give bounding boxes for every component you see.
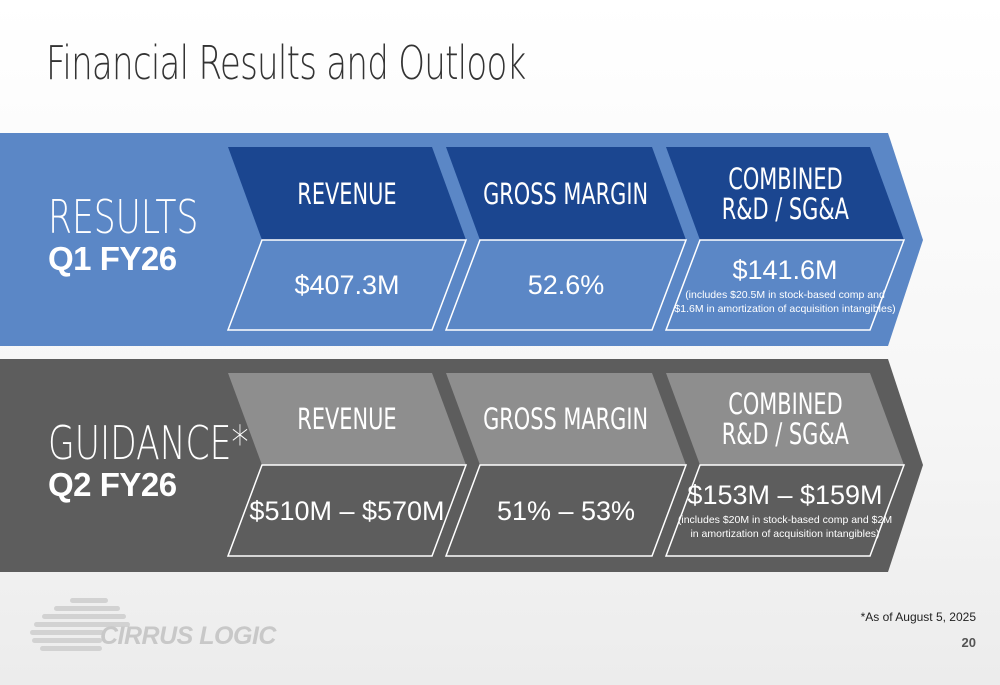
footnote: *As of August 5, 2025 [860,610,976,624]
results-opex-value-bg [664,239,906,331]
results-revenue-value: $407.3M [294,270,400,300]
results-label: RESULTS [48,190,199,244]
results-revenue-value-bg [226,239,468,331]
results-opex-header-bg [666,147,904,240]
guidance-opex-header-bg [666,373,904,465]
guidance-opex-value: $153M – $159M (includes $20M in stock-ba… [677,480,893,540]
results-opex-header: COMBINED R&D / SG&A [721,161,849,226]
results-opex-value: $141.6M (includes $20.5M in stock-based … [674,254,896,315]
results-revenue-header: REVENUE [297,176,397,211]
results-opex-note-line1: (includes $20.5M in stock-based comp and [685,288,885,301]
guidance-period: Q2 FY26 [48,466,177,503]
results-period: Q1 FY26 [48,240,177,277]
guidance-opex-note-line1: (includes $20M in stock-based comp and $… [677,514,893,526]
guidance-revenue-value-bg [226,464,468,557]
guidance-label: GUIDANCE* [48,416,249,470]
company-logo-text: CIRRUS LOGIC [100,622,276,650]
guidance-gm-value-bg [444,464,688,557]
results-revenue-header-bg [228,147,466,240]
page-number: 20 [961,635,976,650]
guidance-gm-value: 51% – 53% [496,495,636,526]
results-gm-value: 52.6% [527,270,605,300]
results-gm-header-bg [446,147,686,240]
results-gm-header: GROSS MARGIN [483,176,649,211]
results-opex-note-line2: $1.6M in amortization of acquisition int… [674,302,896,315]
results-row-label: RESULTS Q1 FY26 [48,193,249,277]
guidance-opex-note-line2: in amortization of acquisition intangibl… [690,528,880,540]
guidance-revenue-header-bg [228,373,466,465]
guidance-row-label: GUIDANCE* Q2 FY26 [48,419,316,503]
cirrus-logic-cloud-icon [30,598,130,651]
guidance-revenue-value: $510M – $570M [249,495,445,526]
guidance-gm-header-bg [446,373,686,465]
guidance-revenue-header: REVENUE [297,402,397,436]
results-gm-value-bg [444,239,688,331]
guidance-opex-value-bg [664,464,906,557]
guidance-gm-header: GROSS MARGIN [483,402,649,436]
guidance-opex-header: COMBINED R&D / SG&A [721,387,849,451]
page-title: Financial Results and Outlook [46,36,526,90]
